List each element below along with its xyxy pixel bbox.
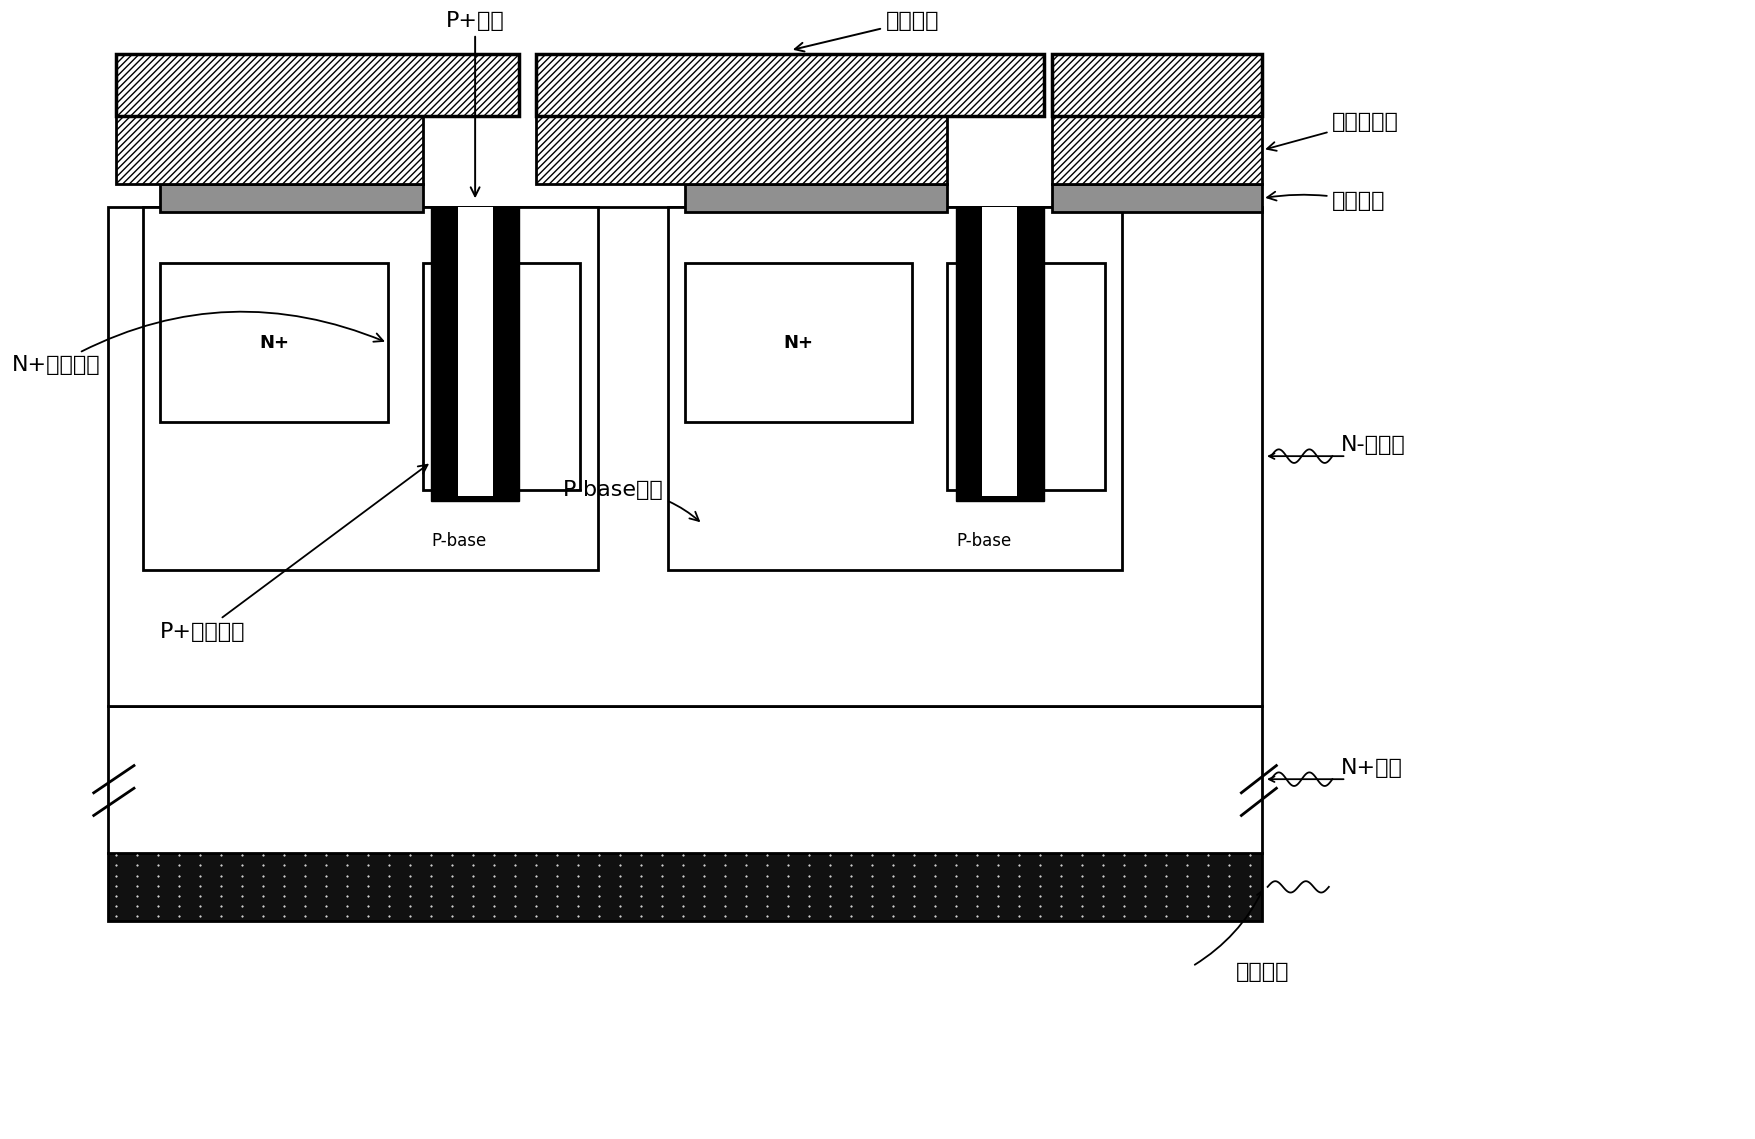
Text: 层间介质层: 层间介质层 bbox=[1267, 112, 1399, 150]
Bar bbox=[160, 185, 423, 213]
Text: 栅极金属: 栅极金属 bbox=[1267, 191, 1386, 211]
Bar bbox=[684, 185, 948, 213]
Bar bbox=[107, 705, 1262, 853]
Bar bbox=[684, 263, 913, 423]
Text: P+: P+ bbox=[488, 357, 514, 375]
Text: P+: P+ bbox=[1013, 357, 1039, 375]
Bar bbox=[107, 853, 1262, 920]
Bar bbox=[983, 207, 1018, 495]
Bar bbox=[160, 263, 388, 423]
Bar bbox=[116, 116, 423, 185]
Text: P-base: P-base bbox=[956, 532, 1011, 550]
Bar bbox=[956, 207, 1044, 501]
Text: N-外延层: N-外延层 bbox=[1341, 435, 1406, 454]
Text: P-base区域: P-base区域 bbox=[563, 481, 698, 521]
Bar bbox=[116, 54, 519, 116]
Bar bbox=[948, 263, 1106, 490]
Text: N+: N+ bbox=[784, 334, 814, 352]
Bar bbox=[537, 54, 1044, 116]
Bar bbox=[537, 116, 948, 185]
Text: 源极金属: 源极金属 bbox=[795, 11, 939, 51]
Text: P+源极区域: P+源极区域 bbox=[160, 465, 428, 642]
Bar bbox=[667, 207, 1123, 570]
Bar bbox=[142, 207, 598, 570]
Bar bbox=[423, 263, 581, 490]
Bar bbox=[1053, 116, 1262, 185]
Text: N+: N+ bbox=[260, 334, 290, 352]
Bar bbox=[432, 207, 519, 501]
Text: P+沟槽: P+沟槽 bbox=[446, 11, 504, 196]
Text: 漏极金属: 漏极金属 bbox=[1236, 961, 1290, 982]
Bar bbox=[1053, 185, 1262, 213]
Text: P-base: P-base bbox=[432, 532, 486, 550]
Text: N+衬底: N+衬底 bbox=[1341, 757, 1402, 778]
Bar bbox=[458, 207, 493, 495]
Text: N+源极区域: N+源极区域 bbox=[12, 312, 383, 376]
Bar bbox=[107, 207, 1262, 705]
Bar bbox=[1053, 54, 1262, 116]
